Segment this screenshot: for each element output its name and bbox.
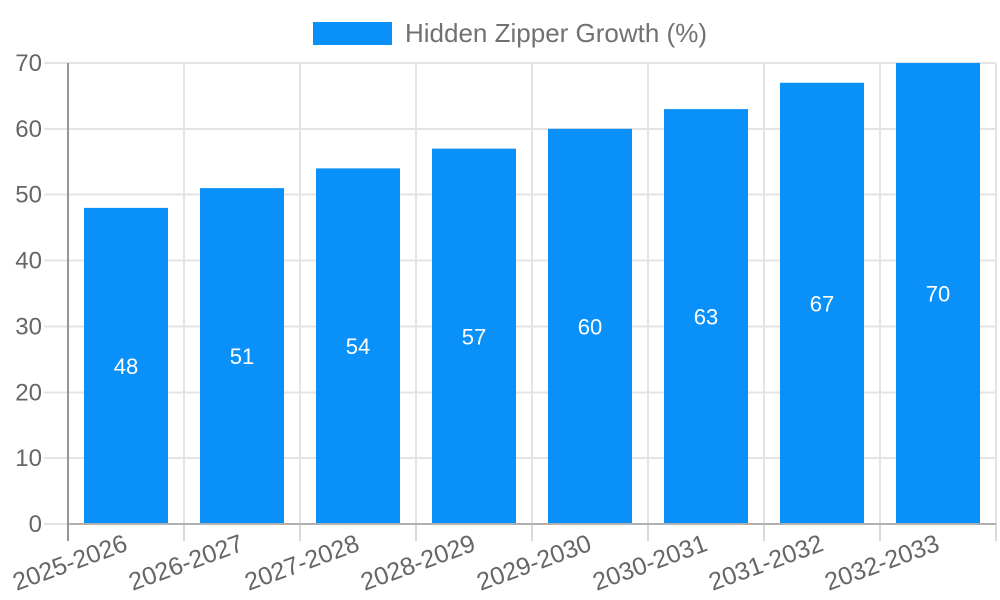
- bar-value-label: 63: [694, 305, 718, 330]
- y-axis-label: 10: [15, 445, 42, 472]
- x-axis-label: 2031-2032: [705, 529, 827, 596]
- y-axis-label: 60: [15, 116, 42, 143]
- x-axis-label: 2030-2031: [589, 529, 711, 596]
- bar[interactable]: [664, 109, 748, 524]
- y-axis-label: 20: [15, 379, 42, 406]
- bar[interactable]: [780, 82, 864, 524]
- x-axis-label: 2026-2027: [125, 529, 247, 596]
- bar-value-label: 60: [578, 314, 602, 339]
- bar[interactable]: [548, 128, 632, 524]
- bar-value-label: 51: [230, 344, 254, 369]
- legend[interactable]: Hidden Zipper Growth (%): [313, 20, 707, 46]
- bar-value-label: 70: [926, 282, 950, 307]
- bar[interactable]: [896, 63, 980, 524]
- bar[interactable]: [316, 168, 400, 524]
- y-axis-label: 50: [15, 182, 42, 209]
- bar-value-label: 57: [462, 324, 486, 349]
- x-axis-label: 2029-2030: [473, 529, 595, 596]
- bar-value-label: 54: [346, 334, 370, 359]
- bar-value-label: 67: [810, 291, 834, 316]
- legend-swatch[interactable]: [313, 21, 392, 45]
- y-axis-label: 40: [15, 248, 42, 275]
- y-axis-label: 0: [29, 511, 42, 538]
- x-axis-label: 2028-2029: [357, 529, 479, 596]
- bar[interactable]: [200, 188, 284, 524]
- x-axis-label: 2027-2028: [241, 529, 363, 596]
- y-axis-label: 30: [15, 313, 42, 340]
- x-axis-label: 2025-2026: [9, 529, 131, 596]
- bar[interactable]: [432, 148, 516, 524]
- legend-label[interactable]: Hidden Zipper Growth (%): [405, 18, 707, 48]
- x-axis-label: 2032-2033: [821, 529, 943, 596]
- y-axis-label: 70: [15, 50, 42, 77]
- bar[interactable]: [84, 207, 168, 524]
- bar-value-label: 48: [114, 354, 138, 379]
